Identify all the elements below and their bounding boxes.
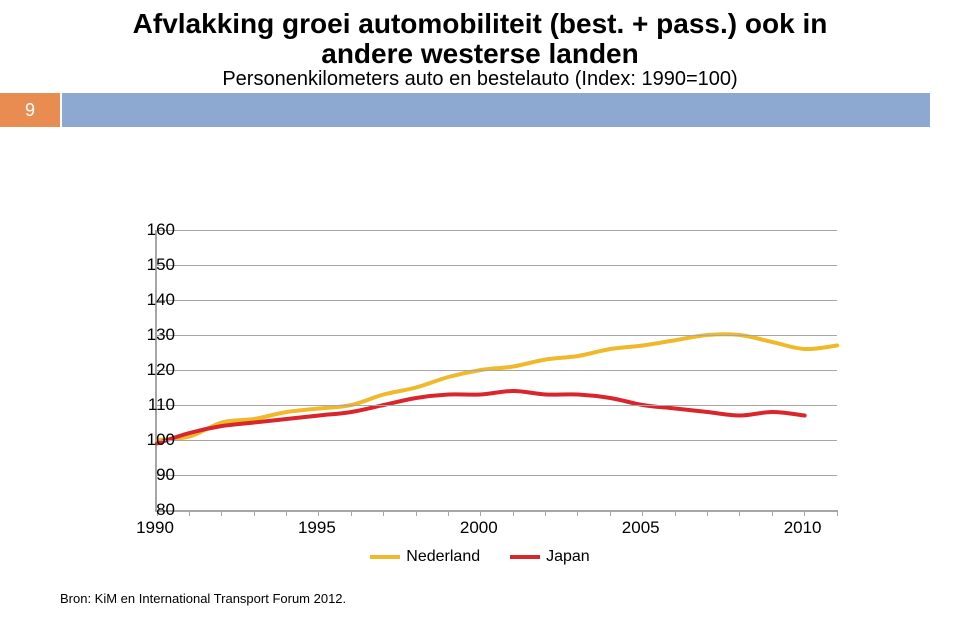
- x-minor-tick: [772, 510, 773, 516]
- legend-swatch: [370, 555, 400, 559]
- accent-bar: [62, 93, 930, 127]
- x-tick-label: 2000: [460, 518, 498, 538]
- gridline: [157, 475, 837, 476]
- legend-swatch: [510, 555, 540, 559]
- page-number-box: 9: [0, 93, 60, 127]
- x-minor-tick: [318, 510, 319, 516]
- x-minor-tick: [513, 510, 514, 516]
- x-minor-tick: [448, 510, 449, 516]
- slide: { "title": { "line1": "Afvlakking groei …: [0, 0, 960, 622]
- x-minor-tick: [675, 510, 676, 516]
- header-bar: 9: [0, 93, 960, 127]
- series-nederland: [157, 334, 837, 440]
- y-tick-label: 80: [125, 500, 175, 520]
- y-tick-label: 150: [125, 255, 175, 275]
- x-tick-label: 1990: [136, 518, 174, 538]
- chart: NederlandJapan 8090100110120130140150160…: [95, 230, 865, 560]
- gridline: [157, 230, 837, 231]
- gridline: [157, 335, 837, 336]
- legend: Nederland Japan: [95, 548, 865, 566]
- x-minor-tick: [804, 510, 805, 516]
- x-minor-tick: [383, 510, 384, 516]
- source-text: Bron: KiM en International Transport For…: [60, 591, 346, 606]
- x-minor-tick: [286, 510, 287, 516]
- x-minor-tick: [189, 510, 190, 516]
- x-minor-tick: [221, 510, 222, 516]
- y-tick-label: 120: [125, 360, 175, 380]
- y-tick-label: 130: [125, 325, 175, 345]
- y-tick-label: 110: [125, 395, 175, 415]
- legend-item: Nederland: [370, 548, 480, 566]
- gridline: [157, 300, 837, 301]
- x-tick-label: 2005: [622, 518, 660, 538]
- gridline: [157, 370, 837, 371]
- x-minor-tick: [577, 510, 578, 516]
- page-number: 9: [25, 100, 35, 121]
- gridline: [157, 265, 837, 266]
- legend-item: Japan: [510, 548, 590, 566]
- subtitle: Personenkilometers auto en bestelauto (I…: [0, 68, 960, 91]
- x-minor-tick: [837, 510, 838, 516]
- legend-label: Nederland: [406, 548, 480, 566]
- gridline: [157, 405, 837, 406]
- x-minor-tick: [642, 510, 643, 516]
- y-tick-label: 140: [125, 290, 175, 310]
- plot-area: [155, 230, 837, 512]
- title-line-2: andere westerse landen: [0, 38, 960, 70]
- x-minor-tick: [416, 510, 417, 516]
- legend-label: Japan: [546, 548, 590, 566]
- y-tick-label: 160: [125, 220, 175, 240]
- x-minor-tick: [707, 510, 708, 516]
- x-minor-tick: [545, 510, 546, 516]
- x-minor-tick: [739, 510, 740, 516]
- x-tick-label: 1995: [298, 518, 336, 538]
- y-tick-label: 90: [125, 465, 175, 485]
- x-tick-label: 2010: [784, 518, 822, 538]
- title-line-1: Afvlakking groei automobiliteit (best. +…: [0, 8, 960, 40]
- y-tick-label: 100: [125, 430, 175, 450]
- x-minor-tick: [480, 510, 481, 516]
- title-block: Afvlakking groei automobiliteit (best. +…: [0, 0, 960, 91]
- x-minor-tick: [610, 510, 611, 516]
- gridline: [157, 440, 837, 441]
- x-minor-tick: [254, 510, 255, 516]
- x-minor-tick: [351, 510, 352, 516]
